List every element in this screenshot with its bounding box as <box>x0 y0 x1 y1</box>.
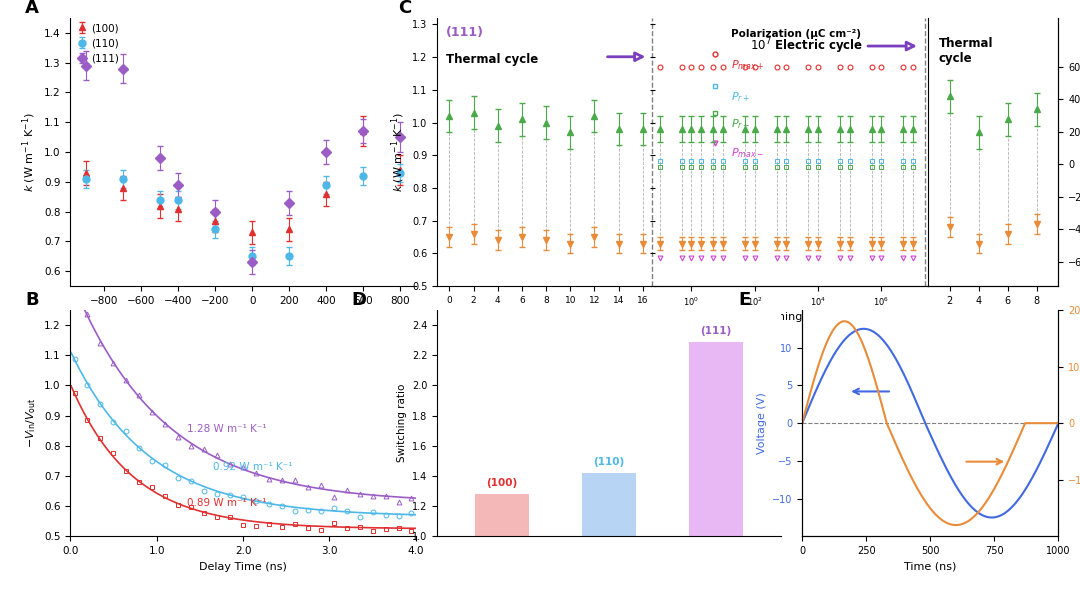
Bar <box>689 342 743 536</box>
Text: 1.28 W m⁻¹ K⁻¹: 1.28 W m⁻¹ K⁻¹ <box>187 424 267 434</box>
Text: B: B <box>25 291 39 309</box>
Text: A: A <box>25 0 39 17</box>
Text: Thermal cycle: Thermal cycle <box>446 53 538 66</box>
X-axis label: Delay Time (ns): Delay Time (ns) <box>199 561 287 572</box>
Text: E: E <box>738 291 751 309</box>
Text: $P_{r+}$: $P_{r+}$ <box>731 90 751 104</box>
Text: (111): (111) <box>701 325 732 336</box>
Text: $P_{max-}$: $P_{max-}$ <box>731 147 764 160</box>
X-axis label: Time (ns): Time (ns) <box>904 561 957 572</box>
Text: Thermal
cycle: Thermal cycle <box>939 37 993 64</box>
Text: $P_{r-}$: $P_{r-}$ <box>731 117 751 131</box>
Y-axis label: Voltage (V): Voltage (V) <box>756 392 767 454</box>
Text: (110): (110) <box>593 457 624 467</box>
Text: (111): (111) <box>446 26 484 39</box>
Y-axis label: $-V_\mathrm{in}/V_\mathrm{out}$: $-V_\mathrm{in}/V_\mathrm{out}$ <box>25 398 38 448</box>
Y-axis label: Switching ratio: Switching ratio <box>396 384 407 462</box>
X-axis label: Switching cycle: Switching cycle <box>748 312 835 322</box>
Text: 0.92 W m⁻¹ K⁻¹: 0.92 W m⁻¹ K⁻¹ <box>213 462 293 472</box>
Y-axis label: $k$ (W m$^{-1}$ K$^{-1}$): $k$ (W m$^{-1}$ K$^{-1}$) <box>21 112 38 192</box>
Text: D: D <box>352 291 366 309</box>
X-axis label: $E$ (kV cm$^{-1}$): $E$ (kV cm$^{-1}$) <box>210 311 276 329</box>
Text: $P_{max+}$: $P_{max+}$ <box>731 58 764 72</box>
Text: Polarization (μC cm⁻²): Polarization (μC cm⁻²) <box>731 29 861 39</box>
Legend: (100), (110), (111): (100), (110), (111) <box>76 23 119 64</box>
Text: (100): (100) <box>486 478 517 488</box>
Text: $10^7$ Electric cycle: $10^7$ Electric cycle <box>751 37 864 56</box>
Bar <box>475 494 528 536</box>
Text: C: C <box>399 0 411 17</box>
Y-axis label: $k$ (W m$^{-1}$ K$^{-1}$): $k$ (W m$^{-1}$ K$^{-1}$) <box>389 112 407 192</box>
Bar <box>582 473 636 536</box>
Text: 0.89 W m⁻¹ K⁻¹: 0.89 W m⁻¹ K⁻¹ <box>187 498 267 508</box>
